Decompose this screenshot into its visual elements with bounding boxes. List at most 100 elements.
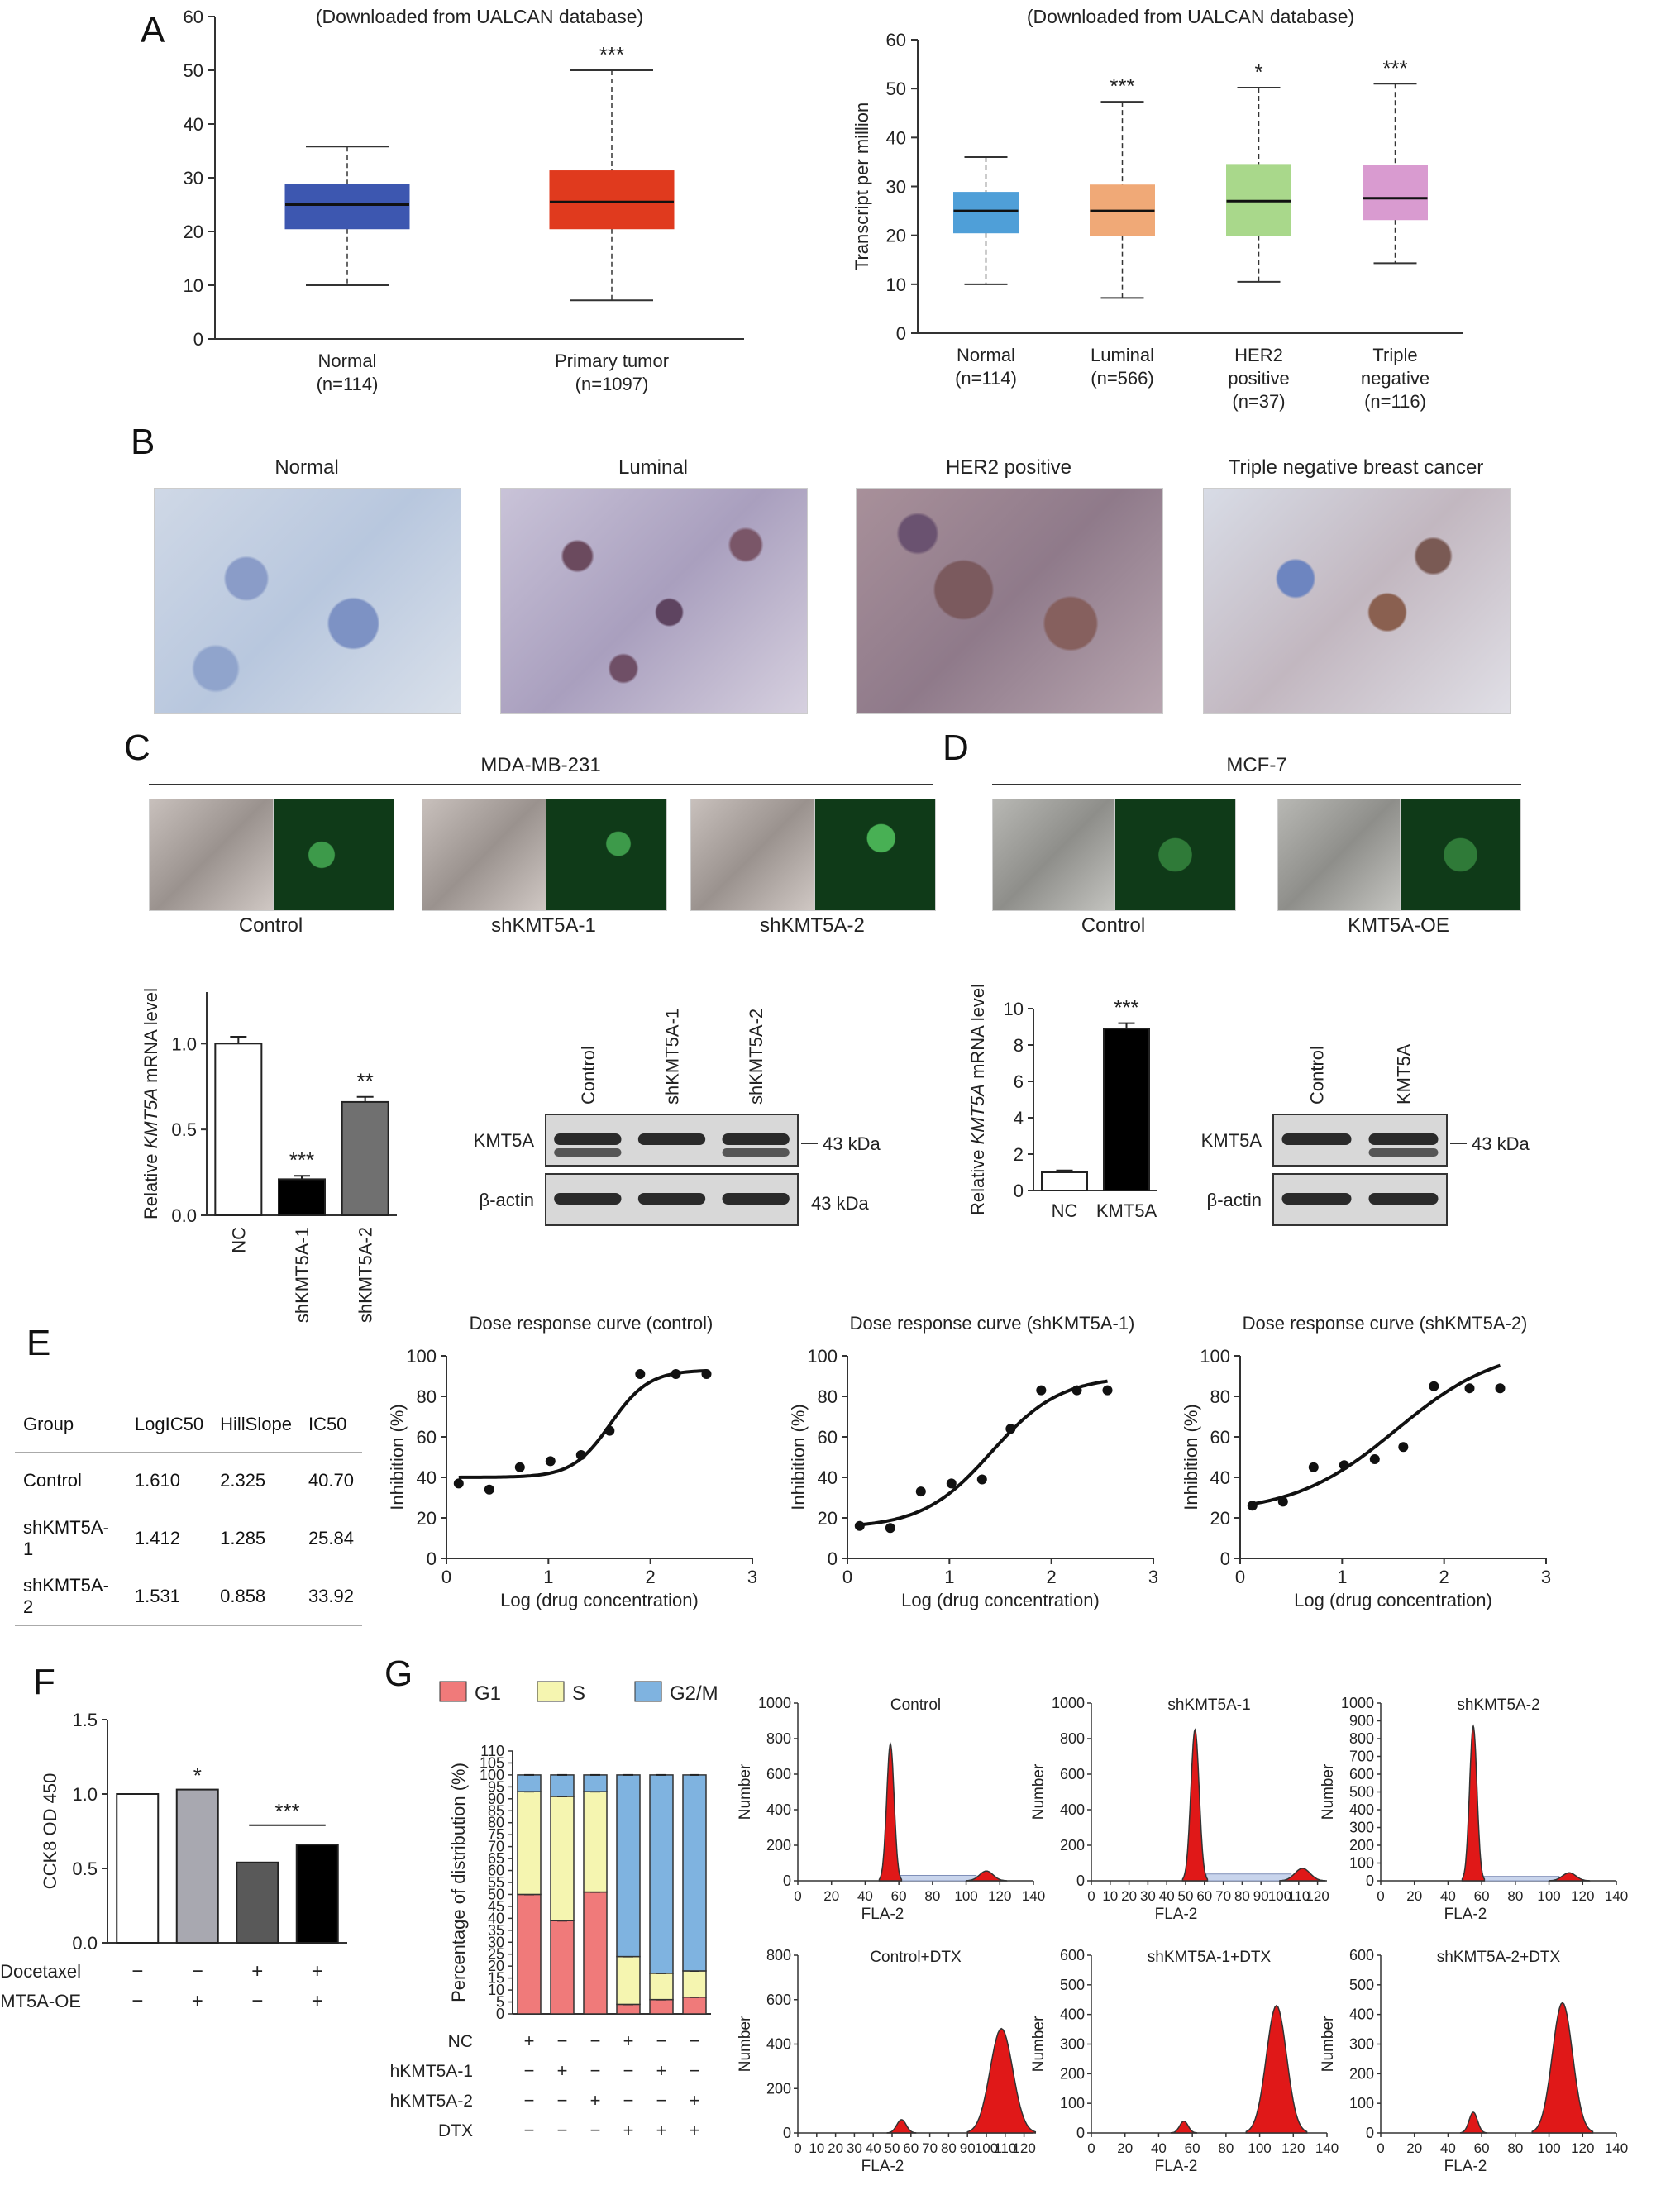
category-label: Primary tumor xyxy=(555,351,669,371)
data-point xyxy=(1464,1383,1475,1394)
fluorescence-control-d xyxy=(1114,799,1236,911)
y-tick-label: 45 xyxy=(488,1898,504,1915)
y-tick-label: 40 xyxy=(818,1467,838,1488)
y-tick-label: 60 xyxy=(417,1427,437,1448)
x-axis-label: FLA-2 xyxy=(1155,1906,1198,1923)
y-tick-label: 40 xyxy=(488,1910,504,1926)
x-tick-label: 3 xyxy=(1148,1567,1158,1587)
box xyxy=(953,192,1019,234)
y-axis-label: Number xyxy=(1320,1763,1337,1820)
g2-peak xyxy=(965,1870,1008,1882)
y-tick-label: 1.0 xyxy=(171,1033,197,1054)
x-tick-label: 1 xyxy=(944,1567,954,1587)
y-tick-label: 10 xyxy=(886,274,906,295)
x-tick-label: 0 xyxy=(842,1567,852,1587)
x-tick-label: 100 xyxy=(1248,2140,1271,2156)
y-tick-label: 400 xyxy=(1349,2006,1374,2023)
y-tick-label: 200 xyxy=(1060,2065,1085,2082)
y-tick-label: 200 xyxy=(1349,2065,1374,2082)
lane-label: shKMT5A-2 xyxy=(746,1009,766,1105)
y-tick-label: 0.5 xyxy=(72,1858,98,1879)
fluorescence-shkmt5a1 xyxy=(546,799,667,911)
y-tick-label: 100 xyxy=(1200,1346,1230,1367)
table-cell: Control xyxy=(23,1470,82,1491)
y-tick-label: 50 xyxy=(886,79,906,99)
condition-mark: − xyxy=(131,1990,143,2012)
bar xyxy=(278,1178,326,1216)
g1-peak xyxy=(1170,2120,1198,2134)
y-tick-label: 20 xyxy=(488,1958,504,1974)
x-tick-label: 40 xyxy=(857,1888,873,1904)
x-tick-label: 30 xyxy=(847,2140,862,2156)
y-axis-label: Inhibition (%) xyxy=(790,1404,809,1510)
x-tick-label: 140 xyxy=(1605,1888,1628,1904)
y-tick-label: 1000 xyxy=(1341,1695,1374,1711)
s-phase-region xyxy=(1205,1873,1292,1882)
y-tick-label: 6 xyxy=(1014,1071,1024,1092)
y-tick-label: 0 xyxy=(1366,1873,1374,1889)
y-tick-label: 0 xyxy=(496,2006,504,2022)
category-label: shKMT5A-1 xyxy=(292,1227,313,1323)
bar-segment xyxy=(682,1774,707,1972)
y-tick-label: 20 xyxy=(1210,1508,1230,1529)
y-tick-label: 30 xyxy=(886,177,906,198)
significance-mark: *** xyxy=(1110,74,1134,98)
y-tick-label: 8 xyxy=(1014,1035,1024,1056)
y-axis-label: Number xyxy=(737,1763,754,1820)
x-axis-label: Log (drug concentration) xyxy=(500,1590,699,1610)
data-point xyxy=(885,1523,895,1534)
table-header: HillSlope xyxy=(220,1413,292,1434)
y-tick-label: 20 xyxy=(818,1508,838,1529)
y-tick-label: 700 xyxy=(1349,1749,1374,1765)
data-point xyxy=(1071,1385,1082,1396)
bar xyxy=(341,1100,389,1216)
bar-segment xyxy=(583,1774,608,1792)
fluorescence-control xyxy=(273,799,394,911)
plot-title: (Downloaded from UALCAN database) xyxy=(316,6,643,27)
condition-label: NC xyxy=(448,2032,473,2051)
condition-mark: + xyxy=(312,1960,323,1982)
bar-segment xyxy=(682,1997,707,2015)
bar xyxy=(295,1844,339,1944)
sample-size-label: (n=114) xyxy=(955,368,1017,389)
condition-mark: + xyxy=(656,2060,667,2081)
cell-line-bracket-mda xyxy=(149,784,933,785)
y-tick-label: 200 xyxy=(1060,1837,1085,1854)
blot-band xyxy=(1281,1193,1352,1205)
x-tick-label: 20 xyxy=(1406,2140,1422,2156)
y-tick-label: 60 xyxy=(1210,1427,1230,1448)
y-tick-label: 30 xyxy=(184,168,203,188)
y-tick-label: 400 xyxy=(1060,1801,1085,1818)
x-tick-label: 0 xyxy=(441,1567,451,1587)
bar-segment xyxy=(550,1920,575,2015)
size-label: 43 kDa xyxy=(823,1133,881,1154)
condition-mark: − xyxy=(690,2030,700,2051)
legend-label: S xyxy=(572,1682,585,1705)
condition-label: KMT5A-OE xyxy=(0,1991,81,2011)
x-tick-label: 0 xyxy=(794,2140,801,2156)
y-tick-label: 80 xyxy=(1210,1386,1230,1407)
table-cell: 1.285 xyxy=(220,1528,266,1548)
x-tick-label: 100 xyxy=(975,2140,998,2156)
bar-segment xyxy=(583,1891,608,2015)
category-label: HER2 xyxy=(1234,345,1283,365)
x-tick-label: 100 xyxy=(1537,2140,1560,2156)
y-tick-label: 100 xyxy=(406,1346,437,1367)
data-point xyxy=(701,1369,712,1380)
category-label: NC xyxy=(1052,1200,1078,1221)
category-label: Luminal xyxy=(1091,345,1154,365)
y-tick-label: 1000 xyxy=(758,1695,791,1711)
cell-line-label-mda: MDA-MB-231 xyxy=(480,754,601,776)
x-tick-label: 120 xyxy=(988,1888,1011,1904)
x-axis-label: Log (drug concentration) xyxy=(901,1590,1100,1610)
x-tick-label: 1 xyxy=(543,1567,553,1587)
y-tick-label: 500 xyxy=(1060,1977,1085,1993)
bar-segment xyxy=(649,1774,674,1974)
y-axis-label: CCK8 OD 450 xyxy=(40,1773,60,1890)
legend-swatch xyxy=(439,1681,467,1702)
x-axis-label: FLA-2 xyxy=(861,2158,904,2175)
x-axis-label: FLA-2 xyxy=(1155,2158,1198,2175)
lane-label: Control xyxy=(1307,1046,1328,1105)
bar-segment xyxy=(616,1774,641,1958)
